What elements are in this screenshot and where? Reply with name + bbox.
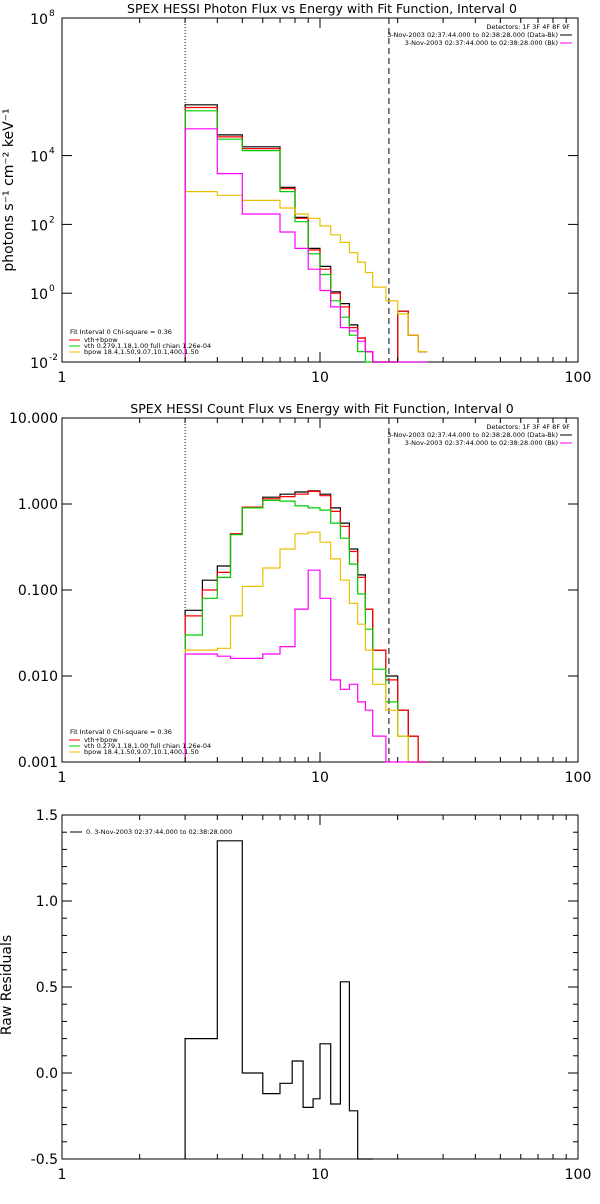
- panel1-legend-item-1: vth+bpow: [84, 336, 118, 344]
- panel2-ytick-label: 10.000: [9, 411, 58, 427]
- panel1-xtick-label: 1: [58, 370, 67, 386]
- panel1-title: SPEX HESSI Photon Flux vs Energy with Fi…: [127, 1, 517, 16]
- panel1-series-vth: [184, 110, 428, 363]
- panel2-ytick-label: 0.001: [18, 755, 58, 771]
- panel3-xtick-label: 10: [311, 1167, 329, 1183]
- panel1-ytick-label: 10: [30, 150, 48, 166]
- panel2-legend: Fit Interval 0 Chi-square = 0.36 vth+bpo…: [69, 728, 211, 756]
- panel2-title: SPEX HESSI Count Flux vs Energy with Fit…: [130, 401, 513, 416]
- panel2-xtick-label: 10: [311, 770, 329, 786]
- panel3-ytick-label: 0.5: [36, 980, 58, 996]
- panel1-ytick-exponent: 0: [49, 284, 55, 294]
- panel3-ytick-label: -0.5: [31, 1152, 58, 1168]
- panel3-ylabel: Raw Residuals: [0, 935, 15, 1035]
- panel2-series-total: [184, 490, 428, 763]
- panel2-ytick-label: 0.100: [18, 583, 58, 599]
- panel1-series-bkg: [184, 128, 428, 363]
- panel2-info-line2: 3-Nov-2003 02:37:44.000 to 02:38:28.000 …: [405, 439, 558, 447]
- panel1-series-total: [184, 106, 428, 363]
- panel3-ytick-label: 1.5: [36, 808, 58, 824]
- panel1-ytick-exponent: 4: [49, 147, 55, 157]
- panel3-ytick-label: 1.0: [36, 894, 58, 910]
- panel2-detectors: Detectors: 1F 3F 4F 8F 9F: [486, 423, 570, 431]
- panel2-xtick-label: 100: [565, 770, 592, 786]
- panel1-info-block: Detectors: 1F 3F 4F 8F 9F 3-Nov-2003 02:…: [387, 23, 572, 47]
- panel2-series-vth: [184, 499, 428, 763]
- panel1-ytick-label: 10: [30, 287, 48, 303]
- panel1-info-line2: 3-Nov-2003 02:37:44.000 to 02:38:28.000 …: [405, 39, 558, 47]
- panel2-legend-item-1: vth+bpow: [84, 736, 118, 744]
- panel1-ytick-exponent: 2: [49, 215, 55, 225]
- panel3-xtick-label: 1: [58, 1167, 67, 1183]
- panel1-info-line1: 3-Nov-2003 02:37:44.000 to 02:38:28.000 …: [387, 31, 558, 39]
- count-flux-panel: SPEX HESSI Count Flux vs Energy with Fit…: [9, 401, 591, 786]
- residuals-panel: Raw Residuals 1 10 100 1.5 1.0 0.5 0.0 -0.5 0. …: [0, 808, 591, 1183]
- panel3-ticks: 1 10 100 1.5 1.0 0.5 0.0 -0.5: [31, 808, 592, 1183]
- panel2-ticks: 1 10 100 10.000 1.000 0.100 0.010 0.001: [9, 411, 591, 786]
- panel1-marks: [184, 18, 428, 363]
- panel2-ytick-label: 1.000: [18, 497, 58, 513]
- panel1-xtick-label: 10: [311, 370, 329, 386]
- panel1-ytick-label: 10: [30, 356, 48, 372]
- panel1-axes-frame: [61, 17, 579, 363]
- panel3-ytick-label: 0.0: [36, 1066, 58, 1082]
- panel2-series-bpow: [184, 531, 428, 763]
- panel2-marks: [184, 418, 428, 763]
- panel1-legend: Fit Interval 0 Chi-square = 0.36 vth+bpo…: [69, 328, 211, 356]
- photon-flux-panel: SPEX HESSI Photon Flux vs Energy with Fi…: [1, 1, 591, 386]
- panel1-ytick-label: 10: [30, 218, 48, 234]
- panel2-info-block: Detectors: 1F 3F 4F 8F 9F 3-Nov-2003 02:…: [387, 423, 572, 447]
- panel1-ytick-exponent: -2: [49, 353, 58, 363]
- panel2-series-bkg: [184, 569, 428, 763]
- panel3-legend: 0. 3-Nov-2003 02:37:44.000 to 02:38:28.0…: [70, 828, 232, 836]
- panel3-series-data: [184, 840, 373, 1160]
- panel1-ytick-exponent: 8: [49, 9, 55, 19]
- panel2-legend-item-2: vth 0.279,1.18,1.00 full chian 1.26e-04: [84, 742, 211, 750]
- panel3-legend-item: 0. 3-Nov-2003 02:37:44.000 to 02:38:28.0…: [86, 828, 232, 836]
- panel2-legend-header: Fit Interval 0 Chi-square = 0.36: [70, 728, 172, 736]
- panel1-legend-item-2: vth 0.279,1.18,1.00 full chian 1.26e-04: [84, 342, 211, 350]
- panel3-xtick-label: 100: [565, 1167, 592, 1183]
- panel2-legend-item-3: bpow 18.4,1.50,9.07,10.1,400,1.50: [84, 748, 199, 756]
- panel1-series-data: [184, 104, 428, 363]
- panel2-ytick-label: 0.010: [18, 669, 58, 685]
- panel2-info-line1: 3-Nov-2003 02:37:44.000 to 02:38:28.000 …: [387, 431, 558, 439]
- panel1-ylabel: photons s⁻¹ cm⁻² keV⁻¹: [1, 108, 17, 271]
- panel1-ytick-label: 10: [30, 12, 48, 28]
- panel1-legend-item-3: bpow 18.4,1.50,9.07,10.1,400,1.50: [84, 348, 199, 356]
- panel2-series-data: [184, 490, 428, 763]
- panel1-legend-header: Fit Interval 0 Chi-square = 0.36: [70, 328, 172, 336]
- panel3-marks: [184, 840, 373, 1160]
- panel1-xtick-label: 100: [565, 370, 592, 386]
- panel3-axes-frame: [61, 814, 579, 1160]
- panel2-xtick-label: 1: [58, 770, 67, 786]
- panel1-detectors: Detectors: 1F 3F 4F 8F 9F: [486, 23, 570, 31]
